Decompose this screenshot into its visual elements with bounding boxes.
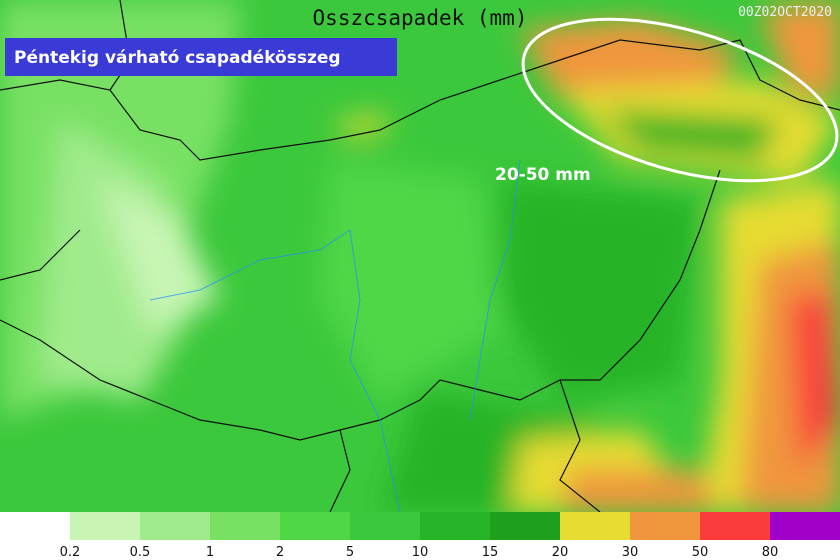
legend-swatch: [210, 512, 280, 540]
legend-swatch: [630, 512, 700, 540]
legend-label: 2: [276, 545, 284, 560]
highlight-ellipse: [521, 17, 839, 183]
annotation: 20-50 mm: [495, 165, 591, 185]
legend-label: 80: [762, 545, 779, 560]
legend-label: 1: [206, 545, 214, 560]
legend-swatch: [280, 512, 350, 540]
legend-swatch: [490, 512, 560, 540]
legend-label: 15: [482, 545, 499, 560]
legend-label: 30: [622, 545, 639, 560]
legend-swatch: [560, 512, 630, 540]
legend-label: 50: [692, 545, 709, 560]
legend: 0.2 0.5 1 2 5 10 15 20 30 50 80: [0, 512, 840, 560]
rivers: [149, 159, 521, 512]
legend-label: 20: [552, 545, 569, 560]
map-title: Osszcsapadek (mm): [313, 6, 528, 30]
map-field: [0, 0, 840, 512]
legend-swatch: [70, 512, 140, 540]
caption-box: [5, 38, 397, 76]
legend-label: 5: [346, 545, 354, 560]
legend-swatch: [700, 512, 770, 540]
legend-swatch: [140, 512, 210, 540]
legend-swatch: [350, 512, 420, 540]
caption: Péntekig várható csapadékösszeg: [14, 48, 341, 68]
legend-swatch: [770, 512, 840, 540]
legend-swatch: [0, 512, 70, 540]
legend-label: 0.2: [60, 545, 81, 560]
legend-label: 10: [412, 545, 429, 560]
timestamp: 00Z02OCT2020: [738, 5, 832, 20]
legend-label: 0.5: [130, 545, 151, 560]
legend-swatch: [420, 512, 490, 540]
